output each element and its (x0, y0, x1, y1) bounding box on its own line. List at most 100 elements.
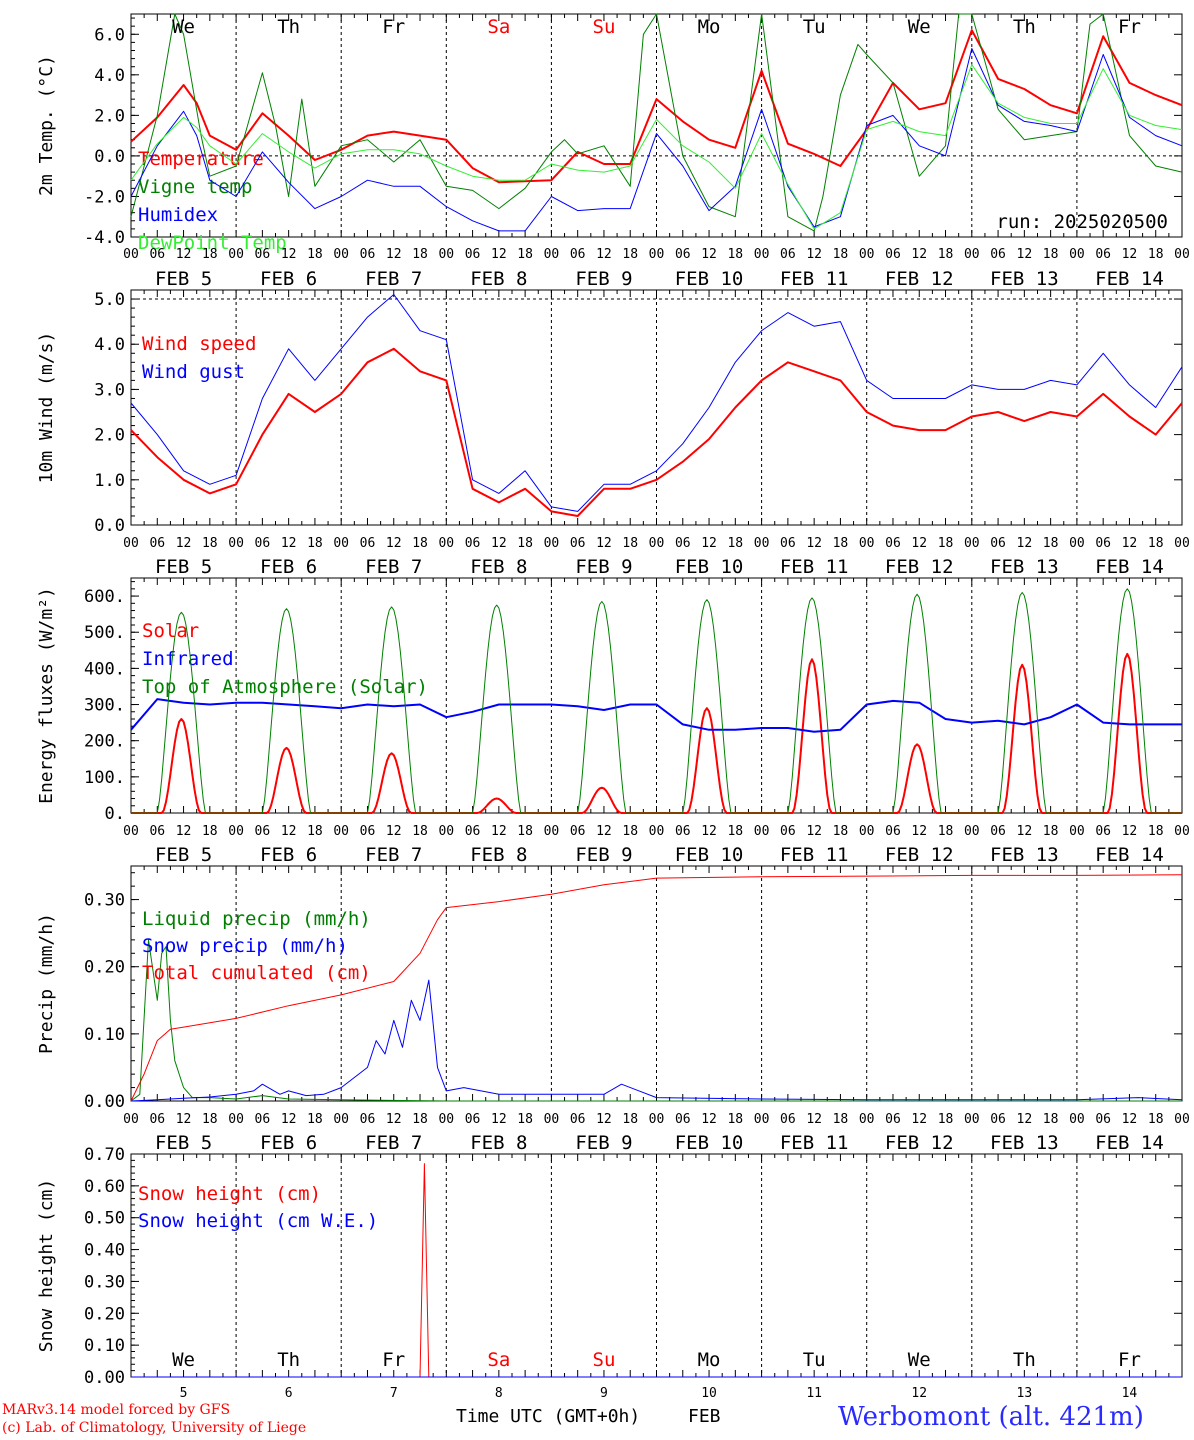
y-tick-label: 6.0 (94, 25, 125, 45)
hour-label: 06 (990, 824, 1006, 839)
series-line-snow-precip-mm-h (130, 979, 1183, 1102)
day-abbr-bottom: Su (593, 1349, 616, 1371)
panel-energy: 0. 100. 200. 300. 400. 500. 600. Energy fluxes … (36, 577, 1190, 866)
hour-label: 18 (202, 247, 218, 262)
hour-label: 12 (281, 247, 297, 262)
hour-label: 18 (412, 536, 428, 551)
day-number: 5 (180, 1386, 188, 1401)
day-number: 8 (495, 1386, 503, 1401)
y-tick-label: 0.10 (84, 1025, 125, 1045)
hour-label: 18 (307, 824, 323, 839)
legend-wind-gust: Wind gust (142, 361, 245, 383)
y-tick-label: 500. (84, 623, 125, 643)
hour-label: 06 (149, 536, 165, 551)
legend-top-of-atmosphere-solar: Top of Atmosphere (Solar) (142, 676, 428, 698)
date-label: FEB 13 (990, 556, 1059, 578)
day-abbr-top: Tu (803, 16, 826, 38)
hour-label: 12 (911, 247, 927, 262)
y-tick-label: 200. (84, 732, 125, 752)
hour-label: 00 (544, 247, 560, 262)
y-tick-label: 0.0 (94, 516, 125, 536)
hour-label: 06 (1095, 824, 1111, 839)
hour-label: 00 (859, 536, 875, 551)
hour-label: 06 (465, 536, 481, 551)
hour-label: 00 (544, 1112, 560, 1127)
hour-label: 12 (596, 247, 612, 262)
hour-label: 12 (491, 824, 507, 839)
hour-label: 06 (255, 824, 271, 839)
hour-label: 18 (1148, 824, 1164, 839)
hour-label: 12 (491, 247, 507, 262)
hour-label: 12 (176, 824, 192, 839)
hour-label: 18 (517, 536, 533, 551)
hour-label: 18 (202, 1112, 218, 1127)
panel-wind: 0.0 1.0 2.0 3.0 4.0 5.0 10m Wind (m/s) Wind spe… (36, 289, 1190, 578)
date-label: FEB 12 (885, 268, 954, 290)
day-number: 14 (1122, 1386, 1138, 1401)
date-label: FEB 6 (260, 844, 317, 866)
hour-label: 00 (123, 1112, 139, 1127)
hour-label: 18 (1043, 1112, 1059, 1127)
y-tick-label: 600. (84, 587, 125, 607)
hour-label: 12 (806, 247, 822, 262)
hour-label: 00 (333, 247, 349, 262)
hour-label: 18 (1148, 536, 1164, 551)
hour-label: 18 (622, 824, 638, 839)
date-label: FEB 8 (470, 556, 527, 578)
hour-label: 12 (806, 824, 822, 839)
hour-label: 06 (990, 1112, 1006, 1127)
date-label: FEB 13 (990, 844, 1059, 866)
hour-label: 12 (596, 1112, 612, 1127)
hour-label: 12 (701, 1112, 717, 1127)
day-abbr-top: Su (593, 16, 616, 38)
hour-label: 00 (123, 247, 139, 262)
day-abbr-bottom: Mo (698, 1349, 721, 1371)
hour-label: 06 (360, 1112, 376, 1127)
hour-label: 06 (465, 824, 481, 839)
hour-label: 18 (202, 824, 218, 839)
hour-label: 12 (281, 824, 297, 839)
day-abbr-bottom: Sa (487, 1349, 510, 1371)
hour-label: 12 (911, 536, 927, 551)
day-abbr-bottom: Th (277, 1349, 300, 1371)
hour-label: 18 (307, 247, 323, 262)
y-tick-label: 4.0 (94, 335, 125, 355)
hour-label: 18 (938, 247, 954, 262)
hour-label: 18 (727, 1112, 743, 1127)
date-label: FEB 7 (365, 556, 422, 578)
hour-label: 00 (438, 824, 454, 839)
hour-label: 06 (465, 1112, 481, 1127)
hour-label: 18 (517, 1112, 533, 1127)
y-axis-label: 10m Wind (m/s) (36, 332, 57, 484)
date-label: FEB 11 (780, 268, 849, 290)
hour-label: 06 (780, 536, 796, 551)
y-axis-label: 2m Temp. (°C) (36, 55, 57, 196)
day-number: 9 (600, 1386, 608, 1401)
hour-label: 12 (281, 1112, 297, 1127)
hour-label: 06 (675, 824, 691, 839)
day-abbr-top: Fr (382, 16, 405, 38)
footer-axis-title: Time UTC (GMT+0h) (456, 1406, 641, 1427)
y-tick-label: 0.30 (84, 891, 125, 911)
hour-label: 06 (149, 824, 165, 839)
series-line-top-of-atmosphere-solar (131, 588, 1182, 814)
legend-solar: Solar (142, 620, 199, 642)
date-label: FEB 7 (365, 844, 422, 866)
hour-label: 18 (412, 247, 428, 262)
day-number: 6 (285, 1386, 293, 1401)
panel-precip: 0.00 0.10 0.20 0.30 Precip (mm/h) Liquid prec… (36, 865, 1190, 1154)
hour-label: 18 (622, 536, 638, 551)
y-tick-label: 0.70 (84, 1145, 125, 1165)
hour-label: 18 (1043, 247, 1059, 262)
hour-label: 00 (333, 536, 349, 551)
hour-label: 12 (176, 1112, 192, 1127)
hour-label: 00 (544, 536, 560, 551)
legend-snow-height-cm-w-e: Snow height (cm W.E.) (138, 1210, 378, 1232)
day-abbr-bottom: Fr (1118, 1349, 1141, 1371)
hour-label: 18 (938, 1112, 954, 1127)
hour-label: 12 (386, 247, 402, 262)
hour-label: 06 (360, 536, 376, 551)
y-tick-label: 300. (84, 696, 125, 716)
date-label: FEB 7 (365, 1132, 422, 1154)
